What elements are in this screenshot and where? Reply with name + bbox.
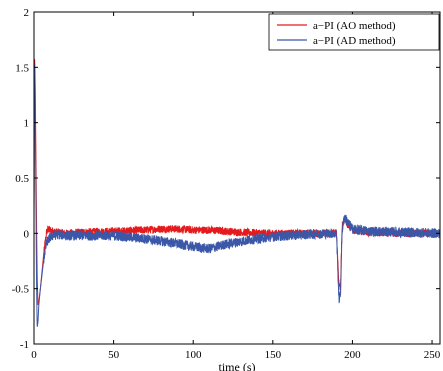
- x-axis-label: time (s): [219, 360, 256, 371]
- x-tick-label: 0: [31, 349, 37, 361]
- legend-box: [268, 13, 440, 51]
- legend-label-ad: a−PI (AD method): [313, 35, 396, 47]
- series-line-1: [33, 64, 441, 327]
- x-tick-label: 200: [344, 349, 361, 361]
- y-tick-label: -0.5: [12, 284, 30, 296]
- y-tick-label: -1: [20, 339, 29, 351]
- x-tick-label: 250: [424, 349, 441, 361]
- y-tick-label: 0: [24, 228, 30, 240]
- x-tick-label: 100: [185, 349, 202, 361]
- y-tick-label: 2: [24, 7, 30, 19]
- series-layer: [33, 59, 441, 327]
- y-tick-label: 1.5: [15, 62, 29, 74]
- axis-ticks: 0 50 100 150 200 250 -1 -0.5 0 0.5 1 1.5 2: [12, 7, 441, 361]
- legend-label-ao: a−PI (AO method): [313, 20, 396, 32]
- x-tick-label: 150: [265, 349, 282, 361]
- series-line-0: [33, 59, 441, 306]
- legend: a−PI (AO method) a−PI (AD method): [268, 13, 440, 51]
- y-tick-label: 1: [24, 118, 30, 130]
- plot-area-frame: [33, 11, 441, 345]
- y-tick-label: 0.5: [15, 173, 29, 185]
- x-tick-label: 50: [108, 349, 120, 361]
